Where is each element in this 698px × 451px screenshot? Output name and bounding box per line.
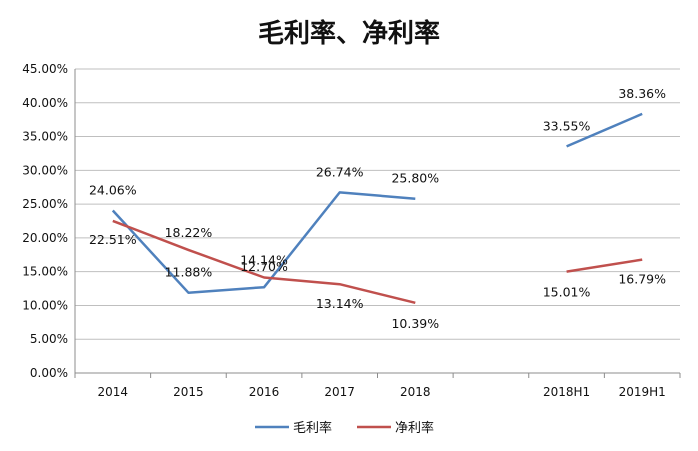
data-label: 25.80% xyxy=(391,171,439,186)
data-label: 10.39% xyxy=(391,316,439,331)
x-tick-label: 2014 xyxy=(98,385,129,399)
legend-label: 净利率 xyxy=(395,420,434,436)
x-tick-label: 2019H1 xyxy=(619,385,666,399)
y-tick-label: 20.00% xyxy=(22,231,68,245)
series-lines xyxy=(111,112,643,305)
gridlines xyxy=(75,68,680,340)
x-tick-label: 2017 xyxy=(324,385,355,399)
data-label: 14.14% xyxy=(240,252,288,267)
y-tick-label: 5.00% xyxy=(30,332,68,346)
y-tick-label: 10.00% xyxy=(22,298,68,312)
x-tick-label: 2018H1 xyxy=(543,385,590,399)
axes: 0.00% 5.00% 10.00% 15.00% 20.00% 25.00% 30.00%… xyxy=(22,62,681,399)
data-labels: 24.06% 11.88% 12.70% 26.74% 25.80% 33.55% 38.3… xyxy=(89,86,666,331)
chart-title: 毛利率、净利率 xyxy=(258,18,440,49)
data-label: 22.51% xyxy=(89,232,137,247)
data-label: 33.55% xyxy=(543,118,591,133)
data-label: 24.06% xyxy=(89,182,137,197)
series-line xyxy=(111,191,416,294)
legend-label: 毛利率 xyxy=(293,420,332,436)
data-label: 26.74% xyxy=(316,164,364,179)
y-tick-label: 0.00% xyxy=(30,366,68,380)
legend: 毛利率 净利率 xyxy=(255,420,434,436)
x-tick-label: 2018 xyxy=(400,385,431,399)
x-tick-label: 2016 xyxy=(249,385,280,399)
y-tick-label: 30.00% xyxy=(22,163,68,177)
data-label: 16.79% xyxy=(618,272,666,287)
data-label: 15.01% xyxy=(543,285,591,300)
y-tick-label: 45.00% xyxy=(22,62,68,76)
data-label: 13.14% xyxy=(316,296,364,311)
data-label: 12.70% xyxy=(240,259,288,274)
y-tick-label: 15.00% xyxy=(22,265,68,279)
series-line xyxy=(112,219,416,305)
y-tick-label: 40.00% xyxy=(22,96,68,110)
data-label: 11.88% xyxy=(165,265,213,280)
data-label: 18.22% xyxy=(165,225,213,240)
y-tick-label: 35.00% xyxy=(22,130,68,144)
y-tick-label: 25.00% xyxy=(22,197,68,211)
data-label: 38.36% xyxy=(618,86,666,101)
series-line xyxy=(566,258,643,273)
x-tick-label: 2015 xyxy=(173,385,204,399)
series-line xyxy=(566,112,643,148)
